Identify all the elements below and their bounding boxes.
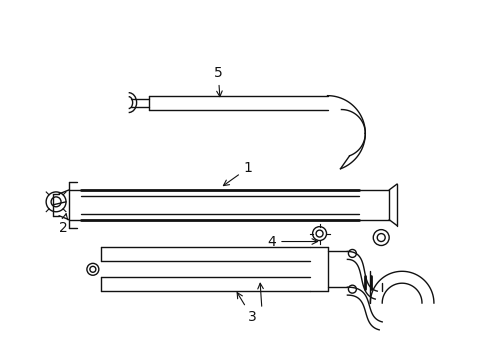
- Text: 1: 1: [223, 161, 252, 186]
- Text: 3: 3: [237, 293, 256, 324]
- Text: 5: 5: [213, 66, 222, 96]
- Text: 2: 2: [59, 214, 67, 235]
- Text: 4: 4: [267, 234, 317, 248]
